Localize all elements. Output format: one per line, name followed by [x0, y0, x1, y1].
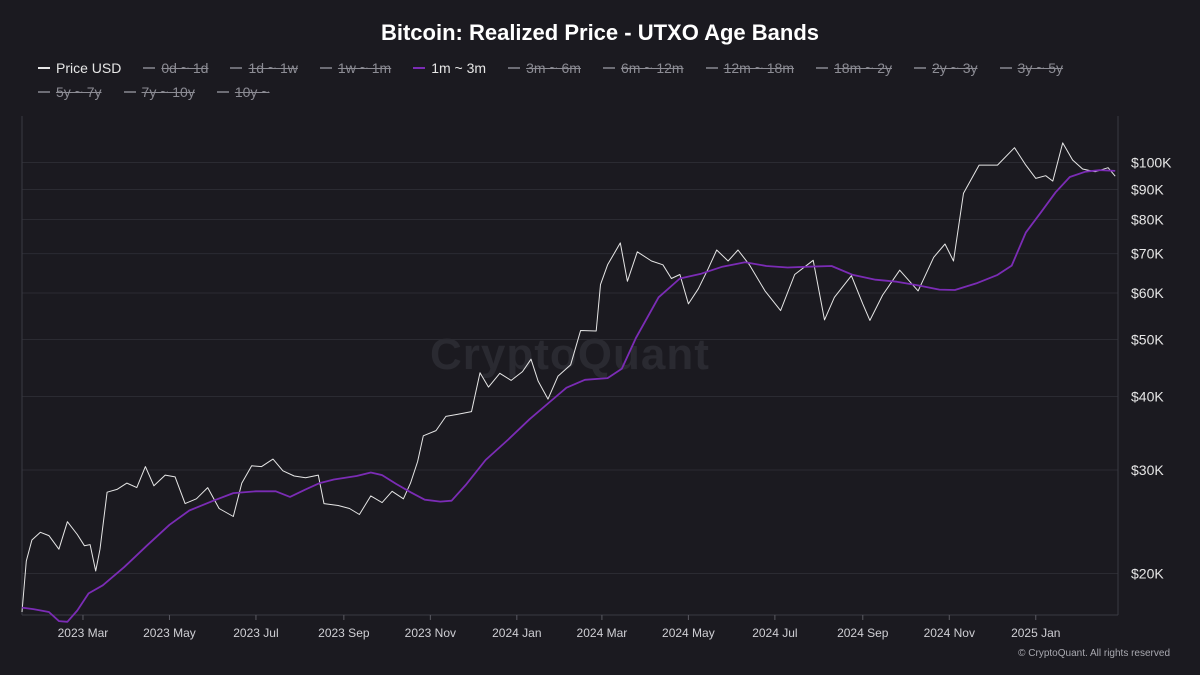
legend-swatch [602, 67, 615, 69]
chart-title: Bitcoin: Realized Price - UTXO Age Bands [380, 20, 820, 45]
legend-label: 1m ~ 3m [431, 60, 487, 76]
legend-item-7y-10y[interactable]: 7y ~ 10y [123, 82, 195, 102]
legend-label: Price USD [56, 60, 122, 76]
y-tick-label: $50K [1131, 332, 1164, 348]
legend-item-price-usd[interactable]: Price USD [38, 58, 121, 78]
x-axis-ticks: 2023 Mar 2023 May 2023 Jul 2023 Sep 2023 Nov… [58, 615, 1060, 640]
x-tick-label: 2023 Nov [405, 626, 456, 640]
legend-label: 1w ~ 1m [337, 60, 392, 76]
legend-label: 0d ~ 1d [161, 60, 209, 76]
legend-label: 12m ~ 18m [723, 60, 795, 76]
legend-label: 1d ~ 1w [248, 60, 298, 76]
legend-swatch [705, 67, 718, 69]
series-layer [21, 142, 1116, 623]
legend-label: 18m ~ 2y [834, 60, 892, 76]
x-tick-label: 2024 Sep [837, 626, 889, 640]
series-line-1m-3m [21, 169, 1116, 623]
x-tick-label: 2024 Jan [492, 626, 541, 640]
legend-swatch [508, 67, 521, 69]
legend-item-3m-6m[interactable]: 3m ~ 6m [508, 58, 581, 78]
legend-label: 2y ~ 3y [932, 60, 978, 76]
legend-item-1w-1m[interactable]: 1w ~ 1m [319, 58, 392, 78]
x-tick-label: 2023 Jul [233, 626, 278, 640]
x-tick-label: 2023 Mar [58, 626, 109, 640]
legend-item-10y-[interactable]: 10y ~ [216, 82, 270, 102]
copyright-footer: © CryptoQuant. All rights reserved [1018, 648, 1170, 659]
legend-label: 7y ~ 10y [141, 84, 195, 100]
legend-label: 3m ~ 6m [526, 60, 581, 76]
y-tick-label: $100K [1131, 155, 1172, 171]
legend-item-1m-3m[interactable]: 1m ~ 3m [413, 58, 486, 78]
legend-swatch [999, 67, 1012, 69]
legend-swatch [216, 91, 229, 93]
x-tick-label: 2024 May [662, 626, 715, 640]
series-line-price-usd [21, 142, 1116, 613]
y-tick-label: $60K [1131, 285, 1164, 301]
y-tick-label: $20K [1131, 566, 1164, 582]
legend: Price USD 0d ~ 1d 1d ~ 1w 1w ~ 1m 1m ~ 3m 3m … [38, 58, 1168, 102]
x-tick-label: 2025 Jan [1011, 626, 1060, 640]
watermark: CryptoQuant [430, 330, 710, 379]
legend-swatch [413, 67, 426, 69]
y-tick-label: $80K [1131, 212, 1164, 228]
legend-swatch [38, 67, 50, 69]
legend-swatch [143, 67, 156, 69]
legend-swatch [38, 91, 50, 93]
legend-item-2y-3y[interactable]: 2y ~ 3y [914, 58, 978, 78]
x-tick-label: 2023 Sep [318, 626, 370, 640]
legend-item-18m-2y[interactable]: 18m ~ 2y [816, 58, 892, 78]
x-tick-label: 2024 Nov [924, 626, 975, 640]
legend-swatch [123, 91, 136, 93]
legend-item-3y-5y[interactable]: 3y ~ 5y [999, 58, 1064, 78]
legend-swatch [319, 67, 332, 69]
legend-label: 6m ~ 12m [620, 60, 684, 76]
legend-swatch [816, 67, 829, 69]
legend-item-6m-12m[interactable]: 6m ~ 12m [602, 58, 684, 78]
legend-item-0d-1d[interactable]: 0d ~ 1d [143, 58, 208, 78]
y-tick-label: $30K [1131, 462, 1164, 478]
y-tick-label: $70K [1131, 246, 1164, 262]
legend-item-5y-7y[interactable]: 5y ~ 7y [38, 82, 102, 102]
legend-label: 10y ~ [234, 84, 270, 100]
legend-item-1d-1w[interactable]: 1d ~ 1w [230, 58, 298, 78]
y-tick-label: $90K [1131, 181, 1164, 197]
y-tick-label: $40K [1131, 389, 1164, 405]
y-axis-ticks: $20K $30K $40K $50K $60K $70K $80K $90K $100K [1131, 155, 1172, 582]
legend-item-12m-18m[interactable]: 12m ~ 18m [705, 58, 795, 78]
legend-swatch [914, 67, 926, 69]
x-tick-label: 2023 May [143, 626, 196, 640]
legend-swatch [230, 67, 243, 69]
legend-label: 3y ~ 5y [1017, 60, 1064, 76]
x-tick-label: 2024 Mar [577, 626, 628, 640]
x-tick-label: 2024 Jul [752, 626, 797, 640]
legend-label: 5y ~ 7y [56, 84, 102, 100]
grid-lines [22, 162, 1118, 575]
